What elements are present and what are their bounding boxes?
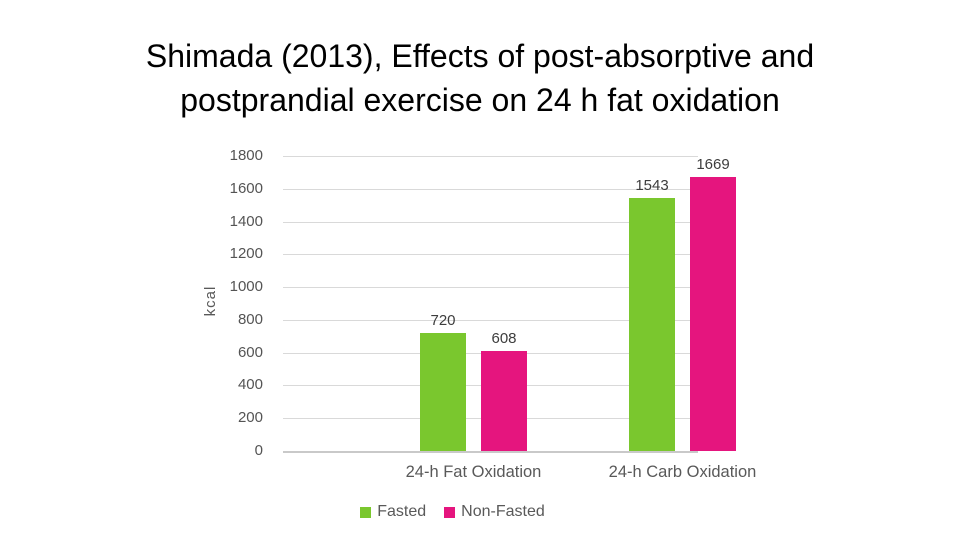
slide-title-line-2: postprandial exercise on 24 h fat oxidat… [180,82,780,118]
y-tick-label-400: 400 [237,376,263,394]
bar-fasted-2 [629,198,675,451]
gridline-800 [283,319,698,321]
y-tick-label-800: 800 [237,310,263,328]
y-tick-label-1200: 1200 [229,245,263,263]
bar-non-fasted-2 [690,177,736,451]
category-label-1: 24-h Fat Oxidation [405,463,542,481]
chart-legend: Fasted Non-Fasted [195,503,710,521]
y-tick-label-600: 600 [237,343,263,361]
category-label-2: 24-h Carb Oxidation [608,463,757,481]
gridline-1200 [283,254,698,256]
bar-fasted-1 [420,333,466,451]
bar-value-label-608: 608 [491,330,517,347]
bar-non-fasted-1 [481,351,527,451]
y-tick-label-1600: 1600 [229,179,263,197]
gridline-1600 [283,188,698,190]
bar-value-label-720: 720 [430,312,456,329]
bar-value-label-1543: 1543 [635,177,669,194]
legend-swatch-fasted [360,506,372,518]
gridline-1000 [283,287,698,289]
legend-item-fasted: Fasted [360,503,426,521]
legend-label-fasted: Fasted [377,503,427,520]
slide-title: Shimada (2013), Effects of post-absorpti… [0,34,960,122]
y-tick-label-1400: 1400 [229,212,263,230]
gridline-1800 [283,156,698,157]
legend-item-non-fasted: Non-Fasted [444,503,545,521]
bar-value-label-1669: 1669 [696,156,730,173]
y-tick-label-1800: 1800 [229,147,263,164]
legend-swatch-non-fasted [444,506,456,518]
y-tick-label-0: 0 [254,442,263,459]
plot-area: 720 608 1543 1669 [283,156,736,453]
gridline-1400 [283,221,698,223]
legend-label-non-fasted: Non-Fasted [461,503,545,520]
y-tick-label-200: 200 [237,409,263,427]
bar-chart: kcal 1800 1600 1400 1200 1000 800 600 400 200 0 7… [195,140,756,540]
slide-title-line-1: Shimada (2013), Effects of post-absorpti… [145,38,815,74]
y-tick-label-1000: 1000 [229,278,263,296]
